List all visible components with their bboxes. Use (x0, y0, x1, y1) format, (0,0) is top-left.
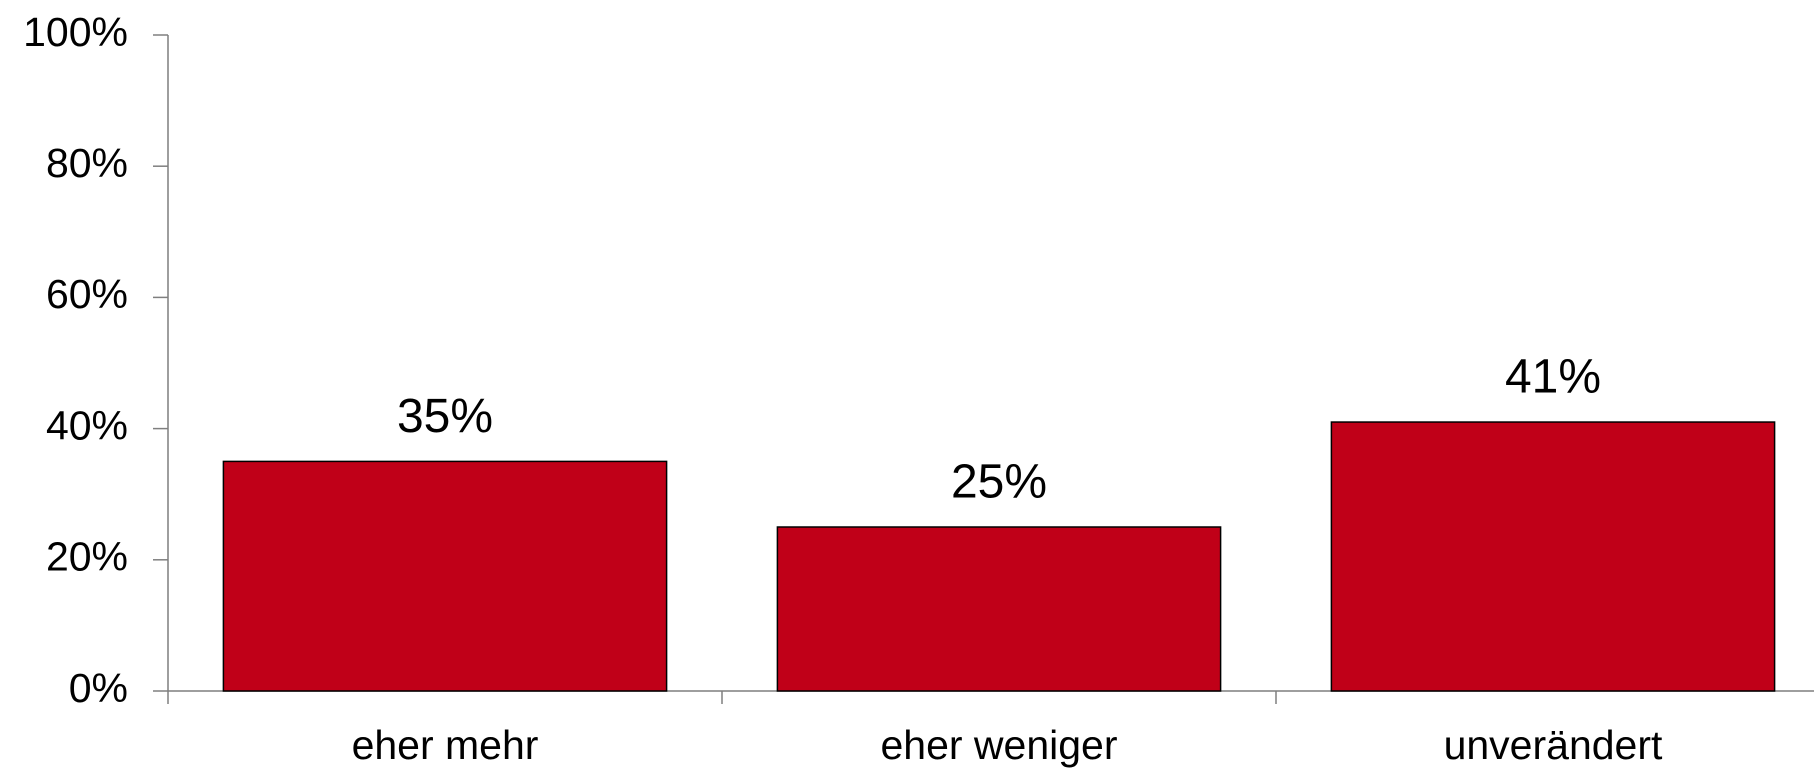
y-tick-label: 60% (46, 271, 128, 317)
bar (1330, 421, 1776, 692)
y-tick-label: 20% (46, 534, 128, 580)
x-tick-label: unverändert (1444, 722, 1663, 768)
bar (222, 460, 668, 692)
data-label: 35% (397, 390, 493, 443)
y-tick-label: 0% (69, 665, 128, 711)
y-tick-label: 40% (46, 402, 128, 448)
data-label: 25% (951, 456, 1047, 509)
bar (776, 526, 1222, 692)
y-tick-label: 100% (23, 9, 128, 55)
x-tick-label: eher mehr (352, 722, 539, 768)
data-label: 41% (1505, 351, 1601, 404)
y-tick-label: 80% (46, 140, 128, 186)
x-tick-label: eher weniger (880, 722, 1117, 768)
